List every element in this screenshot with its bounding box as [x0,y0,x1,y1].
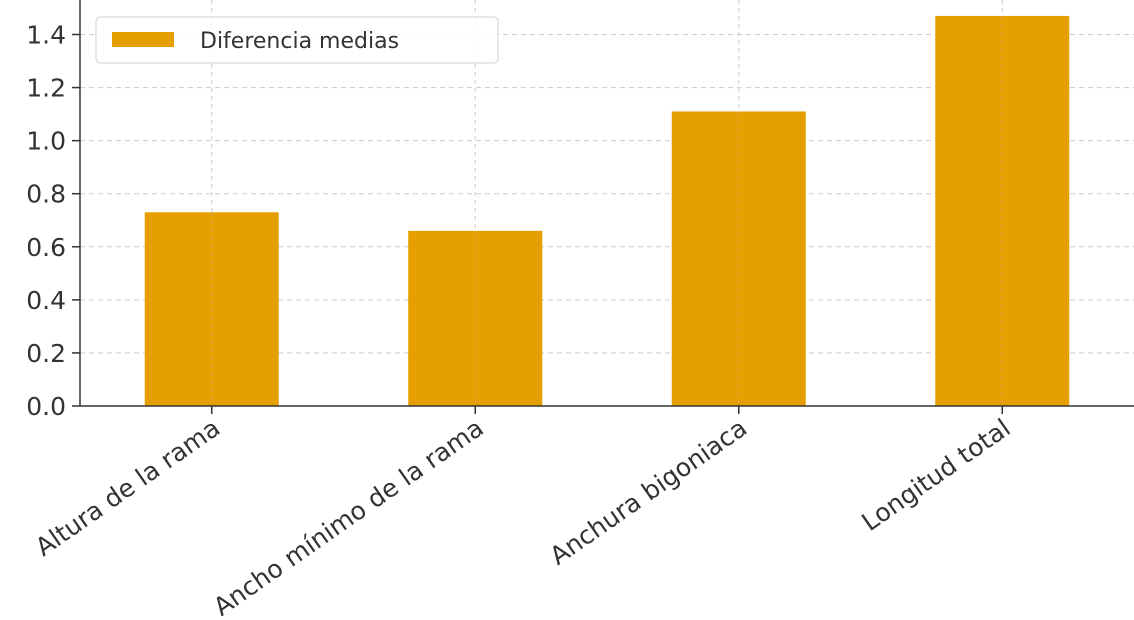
x-tick-label: Ancho mínimo de la rama [208,413,489,616]
legend-box [95,16,499,64]
y-tick-label: 0.0 [26,392,66,421]
legend: Diferencia medias [95,16,499,64]
x-tick-label: Anchura bigoniaca [545,413,753,570]
legend-label: Diferencia medias [200,29,399,54]
legend-swatch [112,32,174,47]
y-tick-label: 0.6 [26,233,66,262]
bars [144,15,1070,406]
x-tick-label: Longitud total [856,413,1015,537]
y-tick-label: 1.4 [26,20,66,49]
y-tick-label: 0.2 [26,339,66,368]
y-tick-label: 1.2 [26,74,66,103]
x-tick-label: Altura de la rama [30,413,225,562]
y-tick-label: 0.8 [26,180,66,209]
y-tick-label: 0.4 [26,286,66,315]
y-tick-label: 1.0 [26,127,66,156]
y-axis-ticks: 0.0 0.2 0.4 0.6 0.8 1.0 1.2 1.4 [26,20,80,421]
axes [79,0,1134,407]
